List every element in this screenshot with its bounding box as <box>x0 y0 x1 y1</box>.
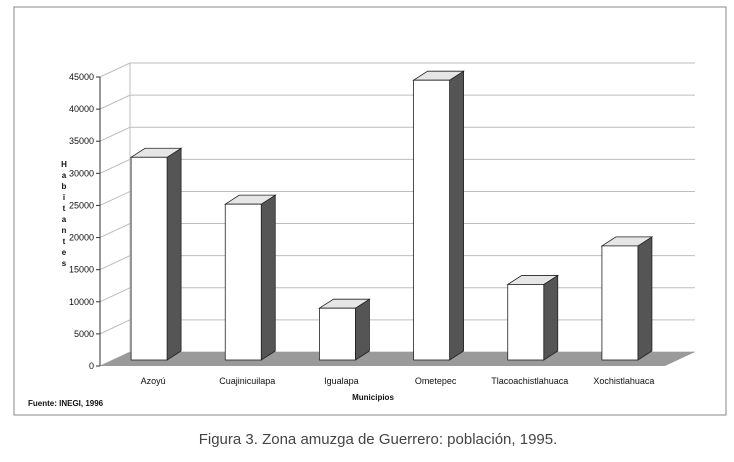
bar <box>223 194 277 361</box>
bar <box>600 236 654 361</box>
x-tick-label: Igualapa <box>324 376 359 386</box>
y-axis-title-letter: a <box>62 215 67 224</box>
y-axis-title-letter: e <box>62 248 67 257</box>
gridline <box>99 255 695 271</box>
x-tick-label: Azoyú <box>141 376 166 386</box>
y-axis-title-letter: b <box>62 182 67 191</box>
bar <box>129 147 183 361</box>
y-tick-label: 30000 <box>69 168 94 178</box>
x-tick-label: Ometepec <box>415 376 457 386</box>
gridline <box>99 94 695 110</box>
gridline <box>99 126 695 142</box>
bars <box>129 70 654 361</box>
gridline <box>99 223 695 239</box>
gridline <box>99 158 695 174</box>
y-axis: 0 5000 10000 15000 20000 25000 30000 35000 40000… <box>69 72 101 371</box>
figure-caption: Figura 3. Zona amuzga de Guerrero: pobla… <box>199 431 558 448</box>
gridline <box>99 319 695 335</box>
y-tick-label: 0 <box>89 361 94 371</box>
source-note: Fuente: INEGI, 1996 <box>28 399 104 408</box>
y-axis-title-letter: H <box>61 160 67 169</box>
x-tick-label: Cuajinicuilapa <box>219 376 275 386</box>
y-tick-label: 35000 <box>69 136 94 146</box>
bar <box>412 70 465 361</box>
y-tick-label: 20000 <box>69 233 94 243</box>
y-tick-label: 10000 <box>69 297 94 307</box>
bar <box>318 298 371 361</box>
x-tick-label: Tlacoachistlahuaca <box>491 376 568 386</box>
x-axis-labels: Azoyú Cuajinicuilapa Igualapa Ometepec Tlaco… <box>141 376 655 386</box>
gridline <box>99 62 695 78</box>
gridline <box>99 190 695 206</box>
y-axis-title-letter: i <box>63 193 65 202</box>
gridline <box>99 287 695 303</box>
y-tick-label: 25000 <box>69 200 94 210</box>
y-tick-label: 40000 <box>69 104 94 114</box>
y-axis-title-letter: n <box>62 226 67 235</box>
x-axis-title: Municipios <box>352 393 394 402</box>
x-tick-label: Xochistlahuaca <box>593 376 654 386</box>
y-axis-title-letter: s <box>62 259 67 268</box>
y-axis-title-letter: a <box>62 171 67 180</box>
y-tick-label: 45000 <box>69 72 94 82</box>
bar <box>506 274 560 361</box>
y-axis-title-letter: t <box>63 237 66 246</box>
y-tick-label: 5000 <box>74 329 94 339</box>
y-axis-title-letter: t <box>63 204 66 213</box>
y-tick-label: 15000 <box>69 265 94 275</box>
